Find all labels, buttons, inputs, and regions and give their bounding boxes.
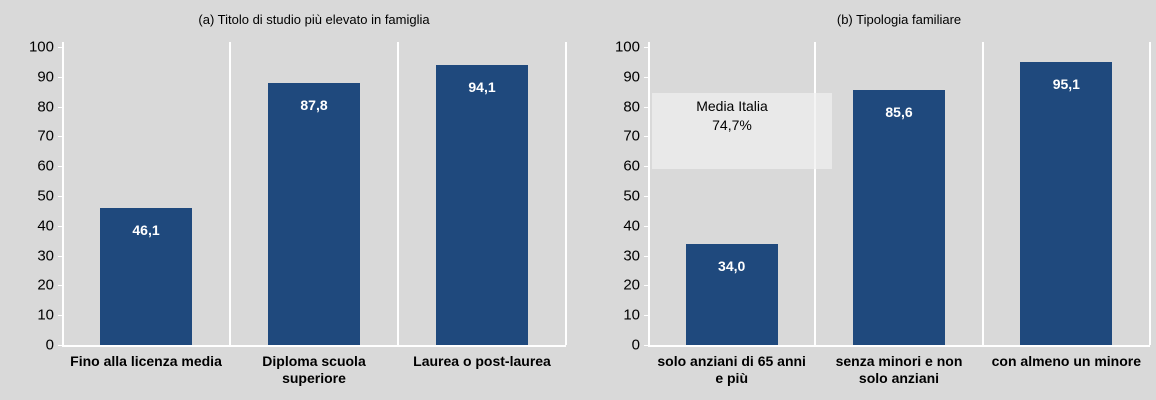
category-divider: [1149, 42, 1151, 345]
y-tick-mark: [58, 255, 62, 257]
y-tick-mark: [58, 196, 62, 197]
y-tick-mark: [644, 315, 648, 317]
bar: [436, 64, 528, 345]
bar: [268, 83, 360, 345]
y-tick-mark: [644, 255, 648, 257]
y-tick-mark: [58, 225, 62, 227]
y-tick-label: 50: [623, 187, 640, 205]
y-tick-mark: [644, 106, 648, 108]
y-tick-label: 80: [37, 98, 54, 116]
y-tick-label: 90: [623, 68, 640, 86]
value-label: 34,0: [718, 257, 746, 274]
x-tick-label: Diploma scuola superiore: [262, 353, 366, 386]
y-tick-label: 100: [28, 38, 54, 56]
category-divider: [397, 42, 399, 345]
y-axis: [648, 42, 650, 345]
y-axis: [62, 42, 64, 345]
category-divider: [814, 42, 817, 345]
y-tick-label: 60: [623, 157, 640, 175]
y-tick-mark: [58, 106, 62, 108]
category-divider: [981, 42, 984, 345]
bar: [100, 207, 192, 345]
y-tick-mark: [58, 315, 62, 317]
y-tick-label: 90: [37, 68, 54, 86]
annotation: Media Italia: [696, 98, 768, 114]
y-tick-mark: [644, 76, 648, 78]
value-label: 46,1: [132, 221, 160, 238]
y-tick-label: 70: [37, 127, 54, 145]
y-tick-mark: [644, 285, 648, 287]
annotation: 74,7%: [712, 117, 752, 133]
y-tick-mark: [58, 76, 62, 78]
y-tick-label: 20: [623, 276, 640, 294]
y-tick-label: 30: [623, 247, 640, 265]
y-tick-label: 0: [45, 336, 54, 354]
y-tick-mark: [58, 166, 62, 168]
y-tick-mark: [644, 225, 648, 227]
x-axis: [62, 345, 566, 347]
y-tick-label: 40: [37, 217, 54, 235]
y-tick-mark: [58, 136, 62, 138]
x-tick-label: con almeno un minore: [991, 353, 1141, 369]
y-tick-mark: [58, 47, 62, 48]
x-tick-label: senza minori e non solo anziani: [835, 353, 963, 386]
value-label: 94,1: [468, 78, 496, 95]
y-tick-label: 10: [37, 306, 54, 324]
y-tick-label: 40: [623, 217, 640, 235]
bar: [1020, 61, 1113, 345]
y-tick-mark: [644, 136, 648, 138]
y-tick-label: 10: [623, 306, 640, 324]
y-tick-mark: [644, 166, 648, 168]
bar: [853, 89, 945, 345]
x-tick-label: solo anziani di 65 anni e più: [657, 353, 806, 386]
category-divider: [565, 42, 567, 345]
bar: [685, 243, 778, 345]
x-tick-label: Fino alla licenza media: [70, 353, 222, 369]
y-tick-mark: [58, 345, 62, 346]
category-divider: [229, 42, 231, 345]
value-label: 95,1: [1052, 75, 1080, 92]
y-tick-label: 30: [37, 247, 54, 265]
y-tick-mark: [644, 196, 648, 197]
y-tick-label: 50: [37, 187, 54, 205]
y-tick-label: 100: [614, 38, 640, 56]
chart-title: (a) Titolo di studio più elevato in fami…: [198, 12, 430, 27]
y-tick-label: 80: [623, 98, 640, 116]
y-tick-mark: [58, 285, 62, 287]
value-label: 87,8: [300, 97, 328, 114]
x-axis: [648, 345, 1150, 347]
y-tick-label: 0: [631, 336, 640, 354]
annotation-box: [652, 93, 832, 169]
chart-title: (b) Tipologia familiare: [836, 12, 962, 27]
value-label: 85,6: [885, 103, 913, 120]
y-tick-label: 60: [37, 157, 54, 175]
y-tick-mark: [644, 345, 648, 346]
y-tick-mark: [644, 47, 648, 48]
y-tick-label: 20: [37, 276, 54, 294]
y-tick-label: 70: [623, 127, 640, 145]
x-tick-label: Laurea o post-laurea: [413, 353, 551, 369]
